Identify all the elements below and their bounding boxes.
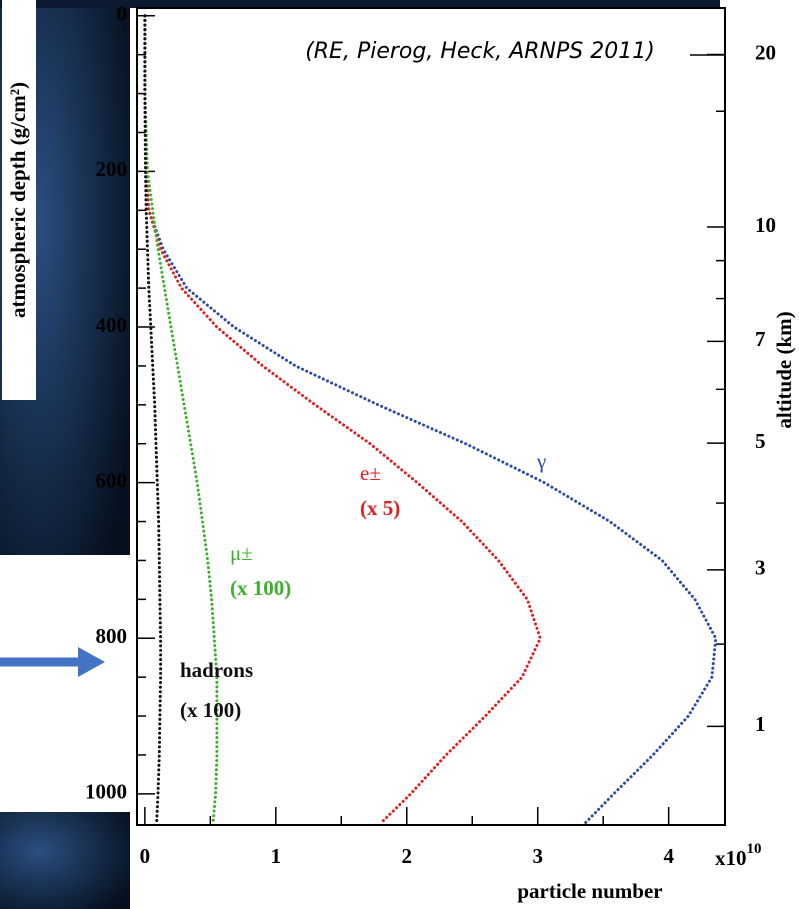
series-line <box>143 14 542 825</box>
y-tick-label: 1000 <box>85 780 127 804</box>
series-line <box>143 14 163 825</box>
y2-tick-label: 3 <box>755 556 766 580</box>
y2-tick-label: 5 <box>755 429 766 453</box>
series-scale: (x 100) <box>230 576 291 600</box>
y2-tick-label: 20 <box>755 40 776 64</box>
x-tick-label: 4 <box>663 844 674 868</box>
x-tick-label: 2 <box>402 844 413 868</box>
y2-tick-label: 10 <box>755 213 776 237</box>
x-multiplier-base: x10 <box>715 846 747 870</box>
y-tick-label: 0 <box>117 2 128 26</box>
series-scale: (x 100) <box>180 698 241 722</box>
plot-frame <box>136 7 726 826</box>
y-tick-label: 400 <box>96 313 128 337</box>
y2-tick-label: 7 <box>755 327 766 351</box>
citation: (RE, Pierog, Heck, ARNPS 2011) <box>305 39 655 64</box>
series-line <box>143 14 219 825</box>
series-label: μ± <box>230 541 253 565</box>
arrow-head <box>78 647 105 677</box>
series-scale: (x 5) <box>360 496 400 520</box>
series-label: hadrons <box>180 658 253 682</box>
series-label: γ <box>536 449 546 473</box>
x-tick-label: 3 <box>532 844 543 868</box>
x-multiplier-exponent: 10 <box>747 841 762 857</box>
x-tick-label: 1 <box>271 844 282 868</box>
y-tick-label: 800 <box>96 624 128 648</box>
x-tick-label: 0 <box>140 844 151 868</box>
y-axis-label: atmospheric depth (g/cm²) <box>6 82 30 318</box>
y2-axis-label: altitude (km) <box>772 311 796 428</box>
x-axis-label: particle number <box>517 879 662 903</box>
y2-tick-label: 1 <box>755 712 766 736</box>
x-multiplier: x1010 <box>715 841 762 869</box>
y-tick-label: 200 <box>96 157 128 181</box>
background-image <box>0 812 130 909</box>
background-image <box>0 0 720 8</box>
label-backdrop <box>2 0 36 400</box>
series-label: e± <box>360 461 381 485</box>
y-tick-label: 600 <box>96 468 128 492</box>
